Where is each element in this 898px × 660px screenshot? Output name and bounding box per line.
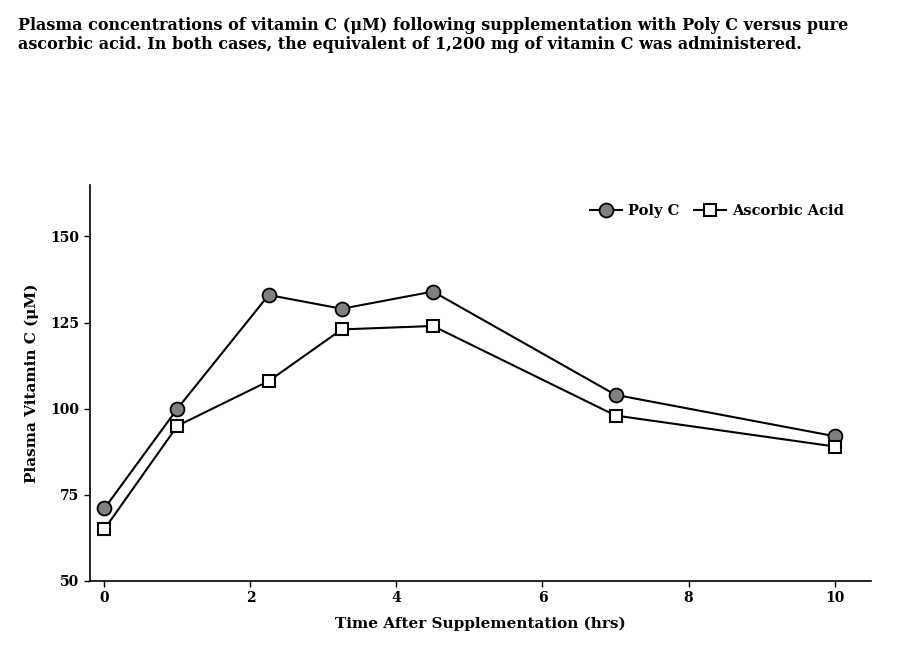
Poly C	[263, 291, 274, 299]
Line: Poly C: Poly C	[98, 284, 841, 515]
Poly C	[610, 391, 621, 399]
Text: Plasma concentrations of vitamin C (μM) following supplementation with Poly C ve: Plasma concentrations of vitamin C (μM) …	[18, 16, 849, 53]
Poly C	[427, 288, 438, 296]
Ascorbic Acid	[427, 322, 438, 330]
Y-axis label: Plasma Vitamin C (μM): Plasma Vitamin C (μM)	[25, 283, 40, 482]
Ascorbic Acid	[610, 412, 621, 420]
Legend: Poly C, Ascorbic Acid: Poly C, Ascorbic Acid	[585, 200, 848, 223]
Ascorbic Acid	[829, 443, 840, 451]
Ascorbic Acid	[263, 377, 274, 385]
Ascorbic Acid	[99, 525, 110, 533]
X-axis label: Time After Supplementation (hrs): Time After Supplementation (hrs)	[335, 616, 626, 631]
Ascorbic Acid	[337, 325, 348, 333]
Poly C	[829, 432, 840, 440]
Poly C	[172, 405, 183, 412]
Line: Ascorbic Acid: Ascorbic Acid	[98, 319, 841, 535]
Ascorbic Acid	[172, 422, 183, 430]
Poly C	[99, 504, 110, 512]
Poly C	[337, 305, 348, 313]
